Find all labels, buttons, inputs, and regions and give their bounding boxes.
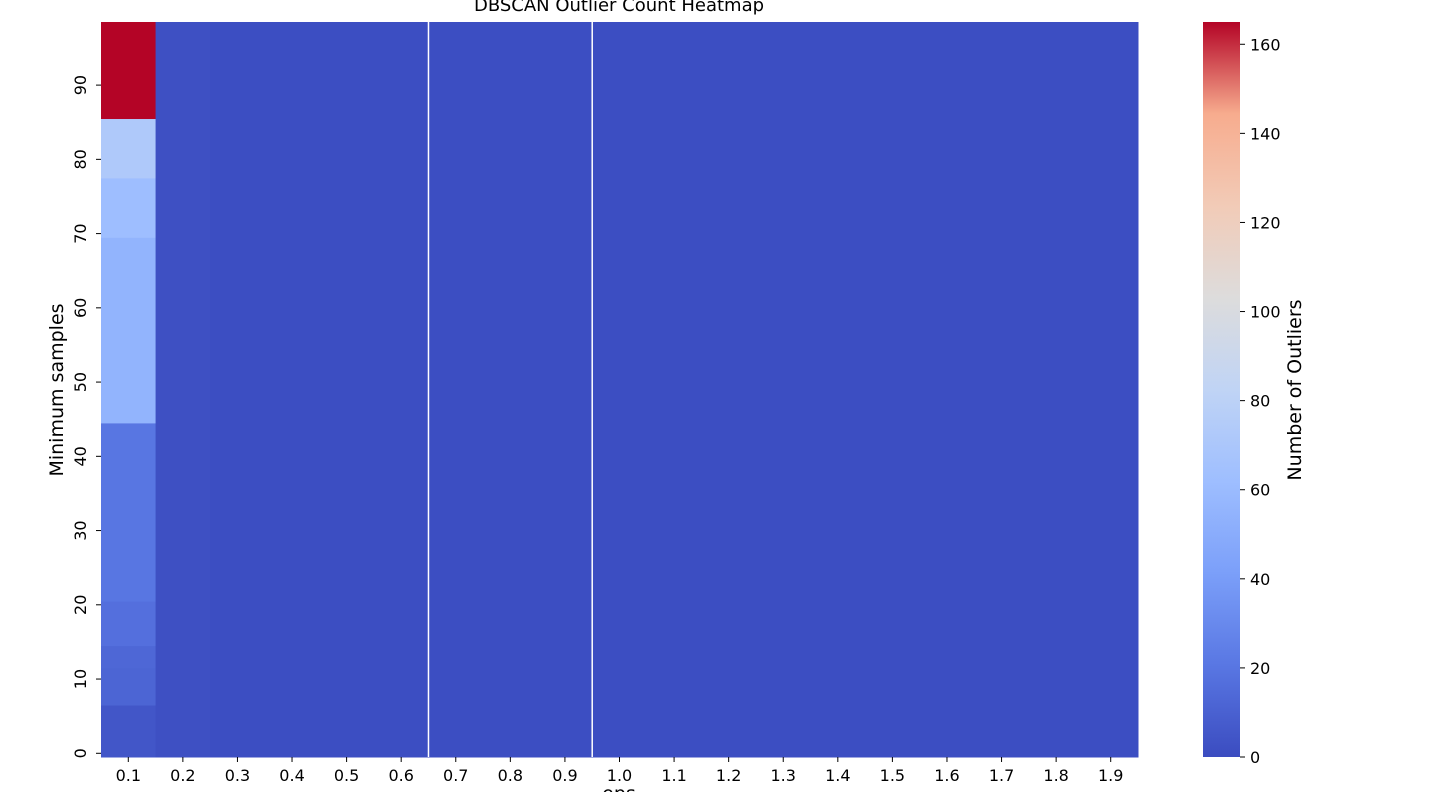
heatmap-cells [101,22,1139,758]
heatmap-cell [210,22,1139,758]
heatmap-cell [101,705,157,758]
x-tick-label: 1.1 [661,766,686,785]
colorbar-tick-label: 120 [1250,213,1281,232]
y-tick-label: 10 [71,669,90,689]
colorbar-tick-label: 0 [1250,748,1260,767]
x-tick-label: 1.0 [607,766,632,785]
heatmap-cell [101,667,157,706]
x-tick-label: 0.9 [552,766,577,785]
y-tick-label: 80 [71,149,90,169]
x-tick-label: 1.7 [989,766,1014,785]
colorbar-tick-label: 160 [1250,35,1281,54]
x-tick-label: 0.1 [116,766,141,785]
y-tick-label: 60 [71,298,90,318]
x-tick-label: 0.2 [170,766,195,785]
y-tick-label: 0 [71,748,90,758]
colorbar-tick-label: 80 [1250,392,1270,411]
heatmap-cell [101,22,157,120]
colorbar-tick-label: 40 [1250,570,1270,589]
colorbar-label: Number of Outliers [1284,299,1306,480]
x-tick-label: 1.4 [825,766,850,785]
x-tick-label: 1.9 [1098,766,1123,785]
heatmap-cell [101,237,157,424]
colorbar [1203,22,1240,757]
y-axis-ticks: 0 10 20 30 40 50 60 70 80 90 [71,75,101,758]
y-tick-label: 40 [71,446,90,466]
colorbar-tick-label: 100 [1250,303,1281,322]
heatmap-cell [155,22,211,758]
x-axis-ticks: 0.1 0.2 0.3 0.4 0.5 0.6 0.7 0.8 0.9 1.0 1.1 1.2 1.3 1… [116,757,1123,785]
y-tick-label: 90 [71,75,90,95]
heatmap-cell [101,177,157,238]
y-axis-label: Minimum samples [46,303,68,476]
x-tick-label: 1.3 [771,766,796,785]
heatmap-cell [101,601,157,647]
x-tick-label: 0.7 [443,766,468,785]
heatmap-cell [101,645,157,669]
y-tick-label: 20 [71,595,90,615]
x-tick-label: 1.5 [880,766,905,785]
y-tick-label: 30 [71,520,90,540]
colorbar-tick-label: 60 [1250,481,1270,500]
heatmap-gap-lines [427,22,593,757]
x-tick-label: 0.8 [498,766,523,785]
y-tick-label: 70 [71,223,90,243]
x-tick-label: 1.6 [934,766,959,785]
x-tick-label: 0.4 [279,766,304,785]
y-tick-label: 50 [71,372,90,392]
heatmap-cell [101,118,157,179]
colorbar-tick-label: 20 [1250,659,1270,678]
colorbar-tick-label: 140 [1250,124,1281,143]
x-tick-label: 1.8 [1043,766,1068,785]
heatmap-cell [101,422,157,602]
x-tick-label: 0.5 [334,766,359,785]
x-axis-label: eps [602,783,636,792]
x-tick-label: 0.3 [225,766,250,785]
x-tick-label: 1.2 [716,766,741,785]
chart-title: DBSCAN Outlier Count Heatmap [474,0,764,16]
x-tick-label: 0.6 [388,766,413,785]
colorbar-ticks: 0 20 40 60 80 100 120 140 160 [1240,35,1281,767]
